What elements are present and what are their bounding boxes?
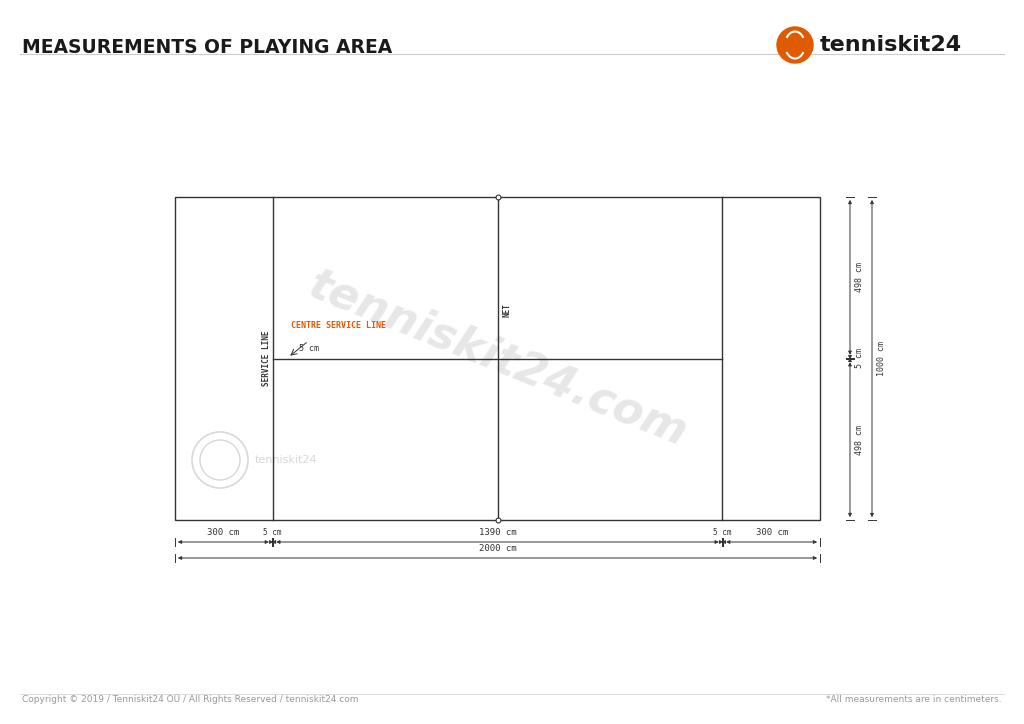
Text: *All measurements are in centimeters.: *All measurements are in centimeters. (826, 695, 1002, 704)
Text: 300 cm: 300 cm (207, 528, 240, 537)
Text: tenniskit24: tenniskit24 (820, 35, 963, 55)
Text: tenniskit24: tenniskit24 (255, 455, 317, 465)
Text: tenniskit24.com: tenniskit24.com (302, 263, 693, 454)
Text: 1390 cm: 1390 cm (478, 528, 516, 537)
Text: CENTRE SERVICE LINE: CENTRE SERVICE LINE (291, 321, 386, 330)
Text: 2000 cm: 2000 cm (478, 544, 516, 553)
Text: 498 cm: 498 cm (855, 425, 864, 455)
Text: 5 cm: 5 cm (713, 528, 732, 537)
Bar (175, 197, 820, 520)
Text: SERVICE LINE: SERVICE LINE (262, 331, 271, 386)
Text: 1000 cm: 1000 cm (877, 341, 886, 376)
Text: 300 cm: 300 cm (756, 528, 787, 537)
Circle shape (777, 27, 813, 63)
Text: NET: NET (503, 303, 512, 317)
Text: MEASUREMENTS OF PLAYING AREA: MEASUREMENTS OF PLAYING AREA (22, 38, 392, 57)
Text: 5 cm: 5 cm (263, 528, 282, 537)
Text: 498 cm: 498 cm (855, 262, 864, 292)
Text: 5 cm: 5 cm (299, 344, 318, 353)
Text: 5 cm: 5 cm (855, 348, 864, 369)
Text: Copyright © 2019 / Tenniskit24 OÜ / All Rights Reserved / tenniskit24.com: Copyright © 2019 / Tenniskit24 OÜ / All … (22, 694, 358, 704)
